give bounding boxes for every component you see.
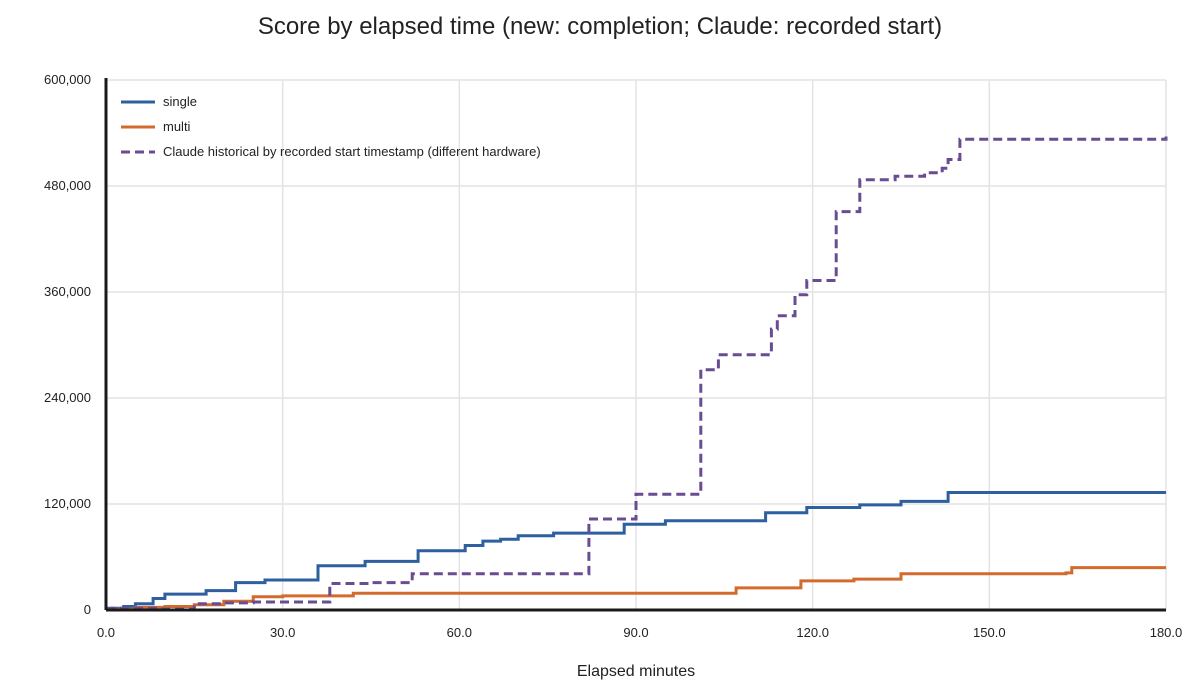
legend-label: multi — [163, 119, 191, 134]
series-line-claude — [106, 136, 1168, 611]
x-tick-label: 30.0 — [270, 625, 295, 640]
legend: single multi Claude historical by recorded… — [121, 94, 541, 159]
x-tick-labels: 0.0 30.0 60.0 90.0 120.0 150.0 180.0 — [97, 625, 1182, 640]
series-line-single — [106, 491, 1166, 612]
series-line-multi — [106, 566, 1166, 612]
y-tick-label: 480,000 — [44, 178, 91, 193]
y-tick-label: 360,000 — [44, 284, 91, 299]
chart-title: Score by elapsed time (new: completion; … — [258, 13, 942, 40]
x-tick-label: 60.0 — [447, 625, 472, 640]
y-tick-label: 240,000 — [44, 390, 91, 405]
x-tick-label: 180.0 — [1150, 625, 1183, 640]
x-tick-label: 0.0 — [97, 625, 115, 640]
x-axis-label: Elapsed minutes — [577, 663, 695, 680]
series-lines — [106, 136, 1168, 612]
axes — [104, 78, 1166, 612]
x-tick-label: 150.0 — [973, 625, 1006, 640]
y-tick-label: 600,000 — [44, 72, 91, 87]
y-tick-label: 120,000 — [44, 496, 91, 511]
legend-label: single — [163, 94, 197, 109]
x-tick-label: 120.0 — [796, 625, 829, 640]
y-tick-label: 0 — [84, 602, 91, 617]
y-tick-labels: 0 120,000 240,000 360,000 480,000 600,000 — [44, 72, 91, 617]
legend-label: Claude historical by recorded start time… — [163, 144, 541, 159]
x-tick-label: 90.0 — [623, 625, 648, 640]
grid-lines — [106, 79, 1167, 610]
